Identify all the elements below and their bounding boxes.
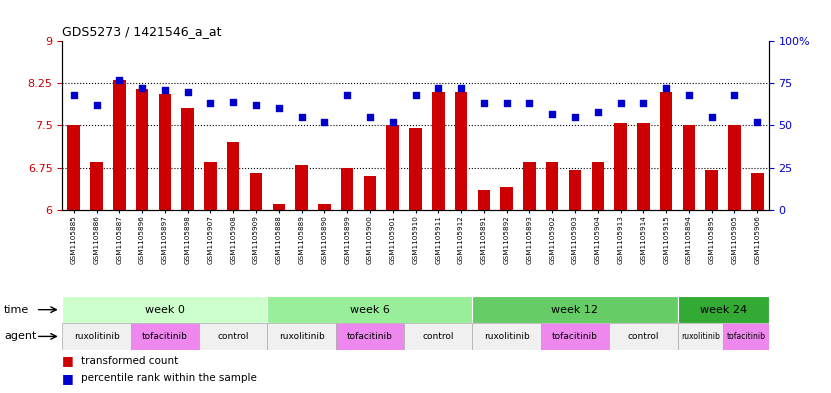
Bar xyxy=(199,323,268,350)
Bar xyxy=(660,92,672,210)
Bar xyxy=(67,125,80,210)
Bar xyxy=(268,296,473,323)
Bar xyxy=(728,125,740,210)
Point xyxy=(227,99,240,105)
Point xyxy=(249,102,263,108)
Text: ruxolitinib: ruxolitinib xyxy=(74,332,120,341)
Bar xyxy=(204,162,217,210)
Text: time: time xyxy=(4,305,29,315)
Point xyxy=(614,100,627,107)
Point xyxy=(750,119,764,125)
Point xyxy=(728,92,741,98)
Bar xyxy=(677,323,723,350)
Bar xyxy=(637,123,650,210)
Bar xyxy=(592,162,604,210)
Text: GDS5273 / 1421546_a_at: GDS5273 / 1421546_a_at xyxy=(62,25,222,38)
Bar xyxy=(751,173,764,210)
Point xyxy=(204,100,217,107)
Text: agent: agent xyxy=(4,331,37,342)
Text: percentile rank within the sample: percentile rank within the sample xyxy=(81,373,257,383)
Text: ruxolitinib: ruxolitinib xyxy=(681,332,720,341)
Bar xyxy=(318,204,331,210)
Bar xyxy=(473,323,541,350)
Bar xyxy=(541,323,609,350)
Bar xyxy=(250,173,263,210)
Point xyxy=(363,114,376,120)
Point xyxy=(135,85,149,91)
Text: transformed count: transformed count xyxy=(81,356,178,366)
Bar xyxy=(130,323,199,350)
Text: tofacitinib: tofacitinib xyxy=(142,332,188,341)
Bar xyxy=(268,323,336,350)
Point xyxy=(90,102,103,108)
Text: ■: ■ xyxy=(62,354,74,367)
Text: control: control xyxy=(422,332,454,341)
Point xyxy=(591,109,604,115)
Point xyxy=(523,100,536,107)
Bar xyxy=(135,89,149,210)
Bar xyxy=(295,165,307,210)
Bar xyxy=(455,92,467,210)
Bar xyxy=(336,323,404,350)
Bar xyxy=(273,204,285,210)
Point xyxy=(295,114,308,120)
Text: control: control xyxy=(627,332,659,341)
Text: week 0: week 0 xyxy=(145,305,184,315)
Bar xyxy=(404,323,473,350)
Bar xyxy=(386,125,399,210)
Bar xyxy=(524,162,536,210)
Point xyxy=(67,92,81,98)
Point xyxy=(431,85,445,91)
Text: ■: ■ xyxy=(62,371,74,385)
Bar xyxy=(62,296,268,323)
Bar xyxy=(181,108,194,210)
Bar xyxy=(500,187,513,210)
Bar xyxy=(706,171,718,210)
Text: week 6: week 6 xyxy=(350,305,390,315)
Bar xyxy=(159,94,171,210)
Point xyxy=(568,114,582,120)
Point xyxy=(546,110,559,117)
Text: week 24: week 24 xyxy=(700,305,747,315)
Point xyxy=(386,119,400,125)
Bar xyxy=(473,296,677,323)
Bar xyxy=(341,167,353,210)
Point xyxy=(455,85,468,91)
Bar xyxy=(682,125,696,210)
Point xyxy=(682,92,696,98)
Point xyxy=(341,92,354,98)
Point xyxy=(477,100,490,107)
Text: tofacitinib: tofacitinib xyxy=(726,332,765,341)
Bar xyxy=(677,296,769,323)
Text: ruxolitinib: ruxolitinib xyxy=(278,332,324,341)
Text: ruxolitinib: ruxolitinib xyxy=(484,332,529,341)
Text: tofacitinib: tofacitinib xyxy=(347,332,393,341)
Text: control: control xyxy=(218,332,249,341)
Point xyxy=(637,100,650,107)
Bar xyxy=(432,92,445,210)
Bar xyxy=(91,162,103,210)
Point xyxy=(409,92,422,98)
Point xyxy=(660,85,673,91)
Bar xyxy=(614,123,627,210)
Bar xyxy=(546,162,558,210)
Point xyxy=(272,105,285,112)
Text: tofacitinib: tofacitinib xyxy=(552,332,598,341)
Bar xyxy=(409,128,422,210)
Point xyxy=(181,88,194,95)
Bar xyxy=(113,80,125,210)
Point xyxy=(113,77,126,83)
Bar xyxy=(568,171,581,210)
Point xyxy=(705,114,718,120)
Bar xyxy=(227,142,239,210)
Bar xyxy=(62,323,130,350)
Bar xyxy=(723,323,769,350)
Point xyxy=(317,119,331,125)
Bar xyxy=(609,323,677,350)
Point xyxy=(158,87,171,93)
Bar xyxy=(478,190,490,210)
Text: week 12: week 12 xyxy=(552,305,598,315)
Bar xyxy=(364,176,376,210)
Point xyxy=(500,100,514,107)
